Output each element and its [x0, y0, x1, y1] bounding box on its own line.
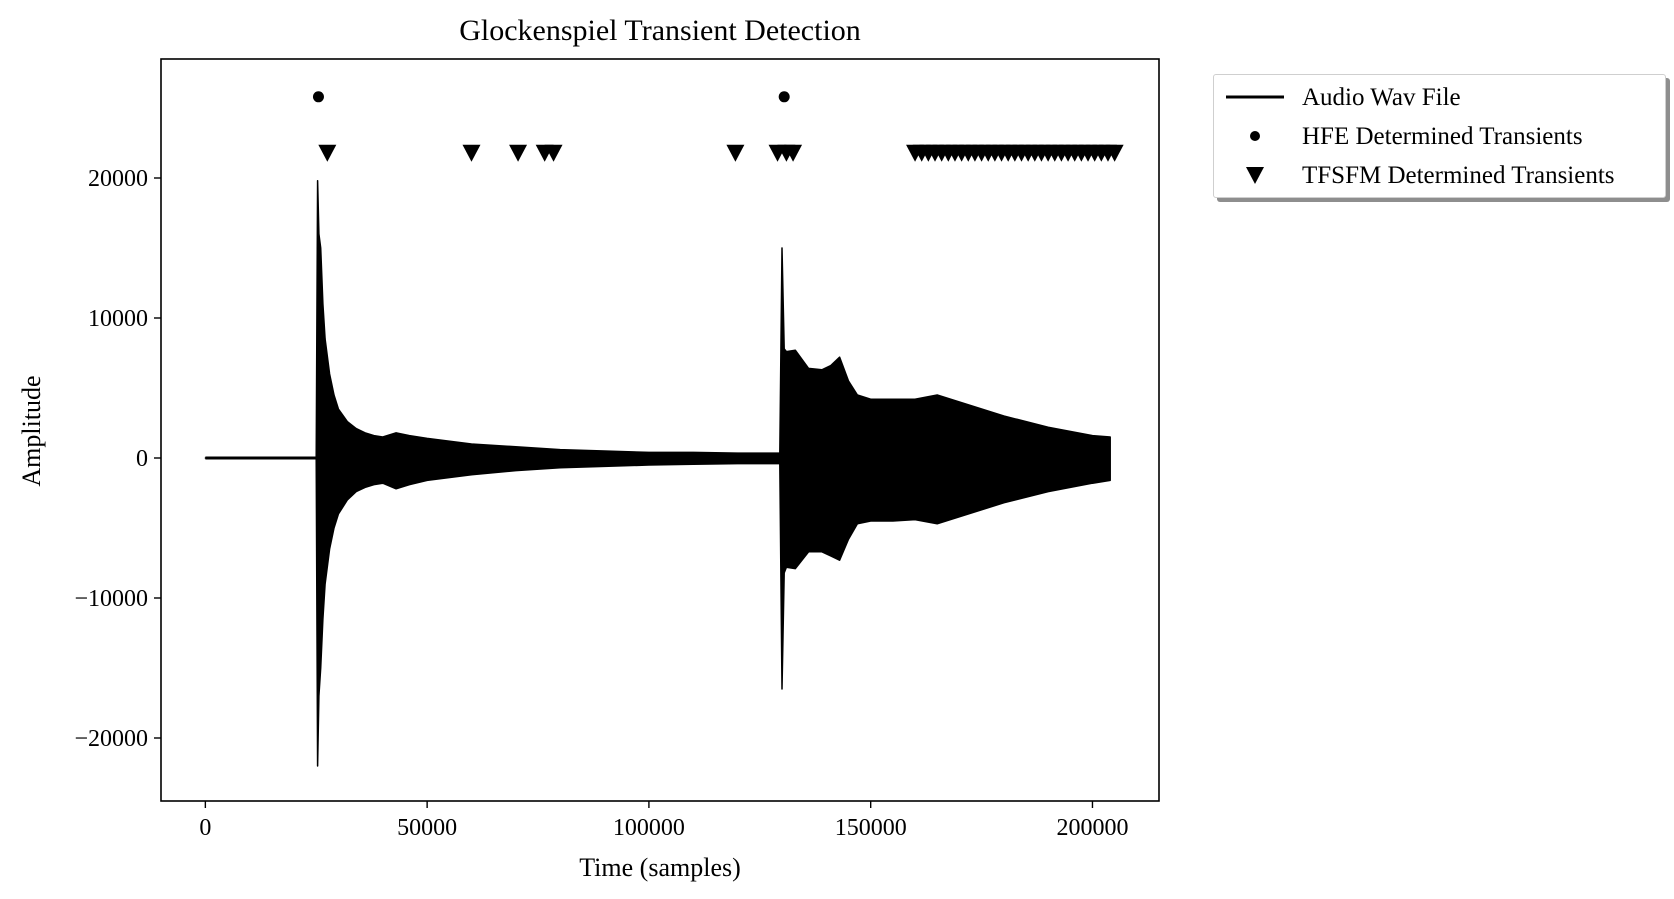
tfsfm-transient-marker — [509, 144, 528, 162]
tfsfm-transient-marker — [784, 144, 803, 162]
x-axis-label: Time (samples) — [579, 853, 741, 882]
x-tick-label: 100000 — [613, 815, 685, 841]
plot-area — [204, 91, 1124, 767]
chart-title: Glockenspiel Transient Detection — [459, 14, 861, 47]
hfe-transient-marker — [778, 91, 790, 103]
x-tick-label: 0 — [199, 815, 211, 841]
legend-circle-marker — [1250, 131, 1260, 141]
legend: Audio Wav File HFE Determined Transients… — [1213, 74, 1666, 198]
waveform-envelope — [204, 180, 1111, 767]
hfe-transient-marker — [312, 91, 324, 103]
y-axis-label: Amplitude — [17, 375, 46, 486]
legend-label-tfsfm: TFSFM Determined Transients — [1302, 162, 1615, 189]
x-tick-label: 200000 — [1056, 815, 1128, 841]
legend-entry-audio: Audio Wav File — [1214, 79, 1665, 115]
x-tick-label: 150000 — [835, 815, 907, 841]
y-tick-label: 10000 — [88, 306, 148, 332]
tfsfm-transient-marker — [318, 144, 337, 162]
y-tick-label: −20000 — [74, 726, 148, 752]
tfsfm-transient-marker — [462, 144, 481, 162]
legend-entry-hfe: HFE Determined Transients — [1214, 118, 1665, 154]
legend-line-swatch — [1226, 95, 1284, 99]
tfsfm-transient-marker — [1105, 144, 1124, 162]
axes-frame — [160, 58, 1160, 802]
tfsfm-transient-marker — [544, 144, 563, 162]
legend-label-hfe: HFE Determined Transients — [1302, 123, 1583, 150]
x-tick-label: 50000 — [397, 815, 457, 841]
legend-label-audio: Audio Wav File — [1302, 84, 1461, 111]
axis-ticks: 0 50000 100000 150000 200000 −20000 −10000 0 100… — [74, 166, 1128, 841]
legend-entry-tfsfm: TFSFM Determined Transients — [1214, 157, 1665, 193]
y-tick-label: −10000 — [74, 586, 148, 612]
y-tick-label: 0 — [136, 446, 148, 472]
legend-triangle-marker — [1246, 167, 1264, 184]
y-tick-label: 20000 — [88, 166, 148, 192]
tfsfm-transient-marker — [726, 144, 745, 162]
